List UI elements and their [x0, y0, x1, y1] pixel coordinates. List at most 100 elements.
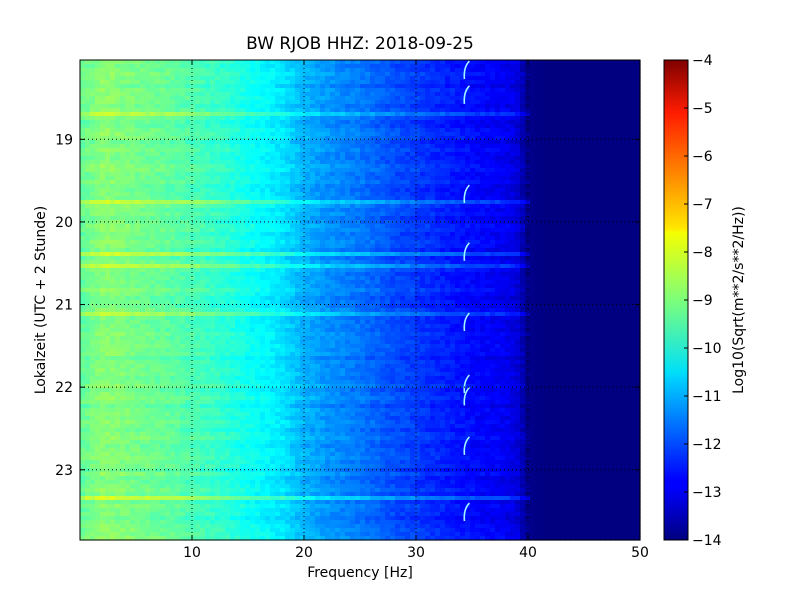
heatmap-cell [100, 88, 106, 93]
heatmap-cell [555, 212, 561, 217]
heatmap-cell [440, 196, 446, 201]
heatmap-cell [405, 92, 411, 97]
heatmap-cell [395, 108, 401, 113]
heatmap-cell [515, 160, 521, 165]
heatmap-cell [635, 180, 641, 185]
heatmap-cell [160, 148, 166, 153]
heatmap-cell [260, 160, 266, 165]
heatmap-cell [120, 168, 126, 173]
heatmap-cell [260, 124, 266, 129]
heatmap-cell [270, 208, 276, 213]
heatmap-cell [275, 168, 281, 173]
heatmap-cell [600, 152, 606, 157]
heatmap-cell [225, 92, 231, 97]
heatmap-cell [100, 144, 106, 149]
heatmap-cell [275, 232, 281, 237]
heatmap-cell [445, 156, 451, 161]
heatmap-cell [325, 76, 331, 81]
heatmap-cell [420, 96, 426, 101]
heatmap-cell [285, 80, 291, 85]
heatmap-cell [95, 96, 101, 101]
heatmap-cell [375, 232, 381, 237]
heatmap-cell [325, 212, 331, 217]
heatmap-cell [295, 164, 301, 169]
heatmap-cell [370, 116, 376, 121]
heatmap-cell [260, 164, 266, 169]
heatmap-cell [455, 164, 461, 169]
heatmap-cell [220, 140, 226, 145]
heatmap-cell [540, 216, 546, 221]
heatmap-cell [455, 76, 461, 81]
heatmap-cell [310, 72, 316, 77]
heatmap-cell [360, 60, 366, 65]
heatmap-cell [295, 112, 301, 117]
heatmap-cell [625, 184, 631, 189]
heatmap-cell [130, 84, 136, 89]
heatmap-cell [365, 124, 371, 129]
heatmap-cell [160, 128, 166, 133]
heatmap-cell [540, 96, 546, 101]
heatmap-cell [500, 80, 506, 85]
heatmap-cell [360, 196, 366, 201]
heatmap-cell [280, 84, 286, 89]
heatmap-cell [490, 64, 496, 69]
heatmap-cell [530, 200, 536, 205]
heatmap-cell [520, 232, 526, 237]
heatmap-cell [240, 176, 246, 181]
heatmap-cell [465, 92, 471, 97]
heatmap-cell [270, 156, 276, 161]
heatmap-cell [455, 192, 461, 197]
heatmap-cell [220, 136, 226, 141]
heatmap-cell [475, 204, 481, 209]
heatmap-cell [135, 140, 141, 145]
heatmap-cell [400, 80, 406, 85]
heatmap-cell [620, 216, 626, 221]
heatmap-cell [120, 100, 126, 105]
heatmap-cell [495, 192, 501, 197]
heatmap-cell [560, 96, 566, 101]
heatmap-cell [510, 192, 516, 197]
heatmap-cell [140, 204, 146, 209]
heatmap-cell [210, 112, 216, 117]
heatmap-cell [150, 184, 156, 189]
heatmap-cell [110, 168, 116, 173]
heatmap-cell [355, 172, 361, 177]
heatmap-cell [615, 156, 621, 161]
heatmap-cell [600, 116, 606, 121]
heatmap-cell [585, 108, 591, 113]
heatmap-cell [370, 84, 376, 89]
heatmap-cell [525, 184, 531, 189]
heatmap-cell [285, 164, 291, 169]
heatmap-cell [625, 172, 631, 177]
heatmap-cell [210, 204, 216, 209]
heatmap-cell [165, 88, 171, 93]
heatmap-cell [395, 228, 401, 233]
heatmap-cell [340, 112, 346, 117]
heatmap-cell [515, 116, 521, 121]
heatmap-cell [525, 112, 531, 117]
heatmap-cell [315, 196, 321, 201]
heatmap-cell [145, 236, 151, 241]
heatmap-cell [130, 180, 136, 185]
heatmap-cell [240, 68, 246, 73]
heatmap-cell [240, 148, 246, 153]
heatmap-cell [625, 112, 631, 117]
heatmap-cell [590, 104, 596, 109]
heatmap-cell [105, 184, 111, 189]
heatmap-cell [380, 64, 386, 69]
heatmap-cell [130, 216, 136, 221]
heatmap-cell [95, 200, 101, 205]
heatmap-cell [260, 156, 266, 161]
heatmap-cell [120, 144, 126, 149]
heatmap-cell [550, 144, 556, 149]
heatmap-cell [540, 144, 546, 149]
heatmap-cell [530, 72, 536, 77]
heatmap-cell [420, 168, 426, 173]
heatmap-cell [205, 212, 211, 217]
heatmap-cell [105, 108, 111, 113]
heatmap-cell [530, 76, 536, 81]
heatmap-cell [125, 164, 131, 169]
heatmap-cell [290, 204, 296, 209]
heatmap-cell [325, 88, 331, 93]
heatmap-cell [425, 160, 431, 165]
